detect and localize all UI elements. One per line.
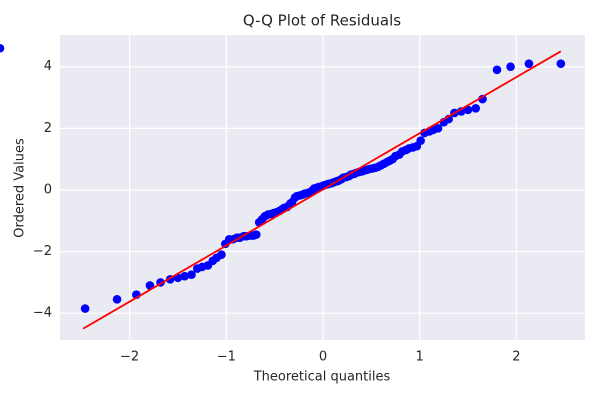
point <box>251 230 261 239</box>
point <box>112 295 122 304</box>
x-tick-label: 2 <box>512 350 520 365</box>
y-tick-label: 2 <box>44 121 52 136</box>
point <box>416 136 425 145</box>
fit-line <box>82 50 562 330</box>
x-axis-label: Theoretical quantiles <box>253 370 391 385</box>
point <box>433 124 443 133</box>
point <box>524 59 534 68</box>
point <box>456 107 466 116</box>
point <box>0 43 5 53</box>
x-tick-label: −2 <box>120 350 139 365</box>
point <box>506 62 515 72</box>
y-tick-label: −4 <box>33 306 52 321</box>
point <box>80 304 90 313</box>
point <box>180 271 190 281</box>
y-tick-label: 4 <box>44 59 52 74</box>
point <box>556 59 566 68</box>
y-tick-label: −2 <box>33 244 52 259</box>
point <box>478 94 487 104</box>
x-tick-label: −1 <box>217 350 236 365</box>
x-tick-label: 1 <box>416 350 424 365</box>
chart-title: Q-Q Plot of Residuals <box>243 12 401 30</box>
y-axis-label: Ordered Values <box>13 138 28 238</box>
point <box>217 250 226 259</box>
x-tick-label: 0 <box>319 350 327 365</box>
y-tick-label: 0 <box>44 182 52 197</box>
point <box>463 105 473 115</box>
point <box>492 65 502 75</box>
point <box>471 104 481 113</box>
point <box>187 270 196 279</box>
